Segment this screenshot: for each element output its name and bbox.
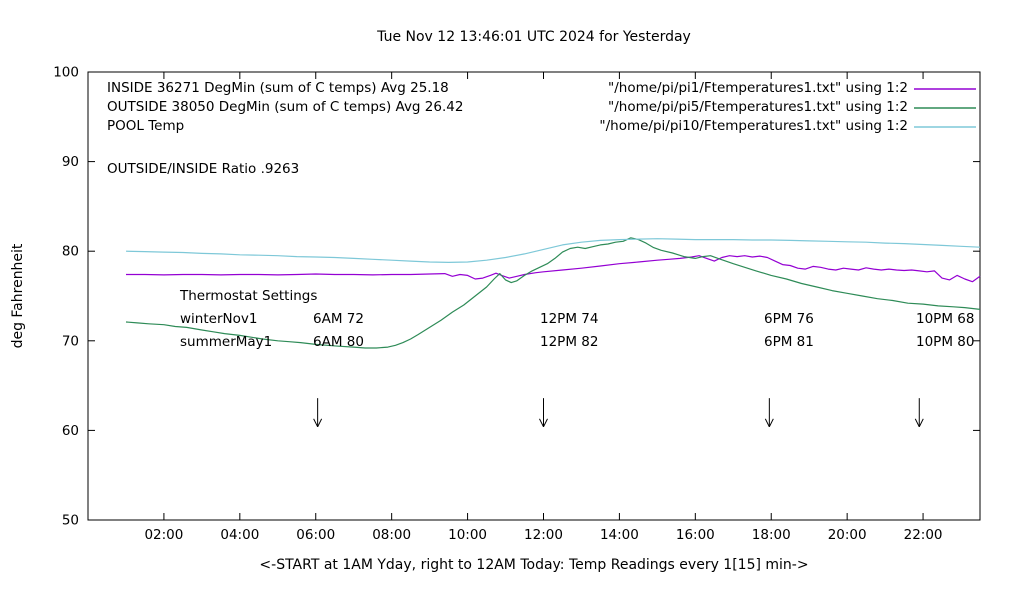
series-line-pool bbox=[125, 238, 981, 263]
y-tick-label: 50 bbox=[62, 513, 79, 529]
setpoint-arrow-head bbox=[317, 418, 323, 428]
y-tick-label: 100 bbox=[53, 65, 79, 81]
thermostat-summer-name: summerMay1 bbox=[180, 334, 273, 350]
x-tick-label: 16:00 bbox=[676, 527, 715, 543]
plot-border bbox=[87, 71, 981, 521]
series-line-inside bbox=[126, 255, 981, 283]
setpoint-arrow-head bbox=[918, 418, 924, 428]
x-tick-label: 20:00 bbox=[828, 527, 867, 543]
x-tick-label: 04:00 bbox=[220, 527, 259, 543]
x-tick-label: 22:00 bbox=[904, 527, 943, 543]
legend-row-outside: OUTSIDE 38050 DegMin (sum of C temps) Av… bbox=[0, 99, 1020, 117]
thermostat-summer-6pm: 6PM 81 bbox=[764, 334, 814, 350]
y-tick-label: 60 bbox=[62, 423, 79, 439]
legend-source-outside: "/home/pi/pi5/Ftemperatures1.txt" using … bbox=[608, 99, 908, 115]
thermostat-winter-12pm: 12PM 74 bbox=[540, 311, 599, 327]
thermostat-winter-10pm: 10PM 68 bbox=[916, 311, 975, 327]
thermostat-summer-12pm: 12PM 82 bbox=[540, 334, 599, 350]
x-tick-label: 18:00 bbox=[752, 527, 791, 543]
thermostat-summer-6am: 6AM 80 bbox=[313, 334, 364, 350]
thermostat-winter-6pm: 6PM 76 bbox=[764, 311, 814, 327]
x-tick-label: 02:00 bbox=[144, 527, 183, 543]
legend-label-outside: OUTSIDE 38050 DegMin (sum of C temps) Av… bbox=[107, 99, 464, 115]
thermostat-settings-title: Thermostat Settings bbox=[180, 288, 318, 304]
series-line-outside bbox=[125, 237, 981, 349]
ratio-note: OUTSIDE/INSIDE Ratio .9263 bbox=[107, 161, 300, 177]
x-tick-label: 12:00 bbox=[524, 527, 563, 543]
legend-row-inside: INSIDE 36271 DegMin (sum of C temps) Avg… bbox=[0, 80, 1020, 98]
legend-label-pool: POOL Temp bbox=[107, 118, 185, 134]
y-tick-label: 90 bbox=[62, 154, 79, 170]
y-tick-label: 70 bbox=[62, 333, 79, 349]
thermostat-summer-10pm: 10PM 80 bbox=[916, 334, 975, 350]
legend-row-pool: POOL Temp "/home/pi/pi10/Ftemperatures1.… bbox=[0, 118, 1020, 136]
setpoint-arrow-head bbox=[914, 418, 920, 428]
x-tick-label: 14:00 bbox=[600, 527, 639, 543]
legend-source-pool: "/home/pi/pi10/Ftemperatures1.txt" using… bbox=[599, 118, 908, 134]
x-tick-label: 08:00 bbox=[372, 527, 411, 543]
legend-label-inside: INSIDE 36271 DegMin (sum of C temps) Avg… bbox=[107, 80, 449, 96]
legend-source-inside: "/home/pi/pi1/Ftemperatures1.txt" using … bbox=[608, 80, 908, 96]
thermostat-winter-name: winterNov1 bbox=[180, 311, 258, 327]
x-axis-label: <-START at 1AM Yday, right to 12AM Today… bbox=[259, 557, 809, 573]
thermostat-winter-6am: 6AM 72 bbox=[313, 311, 364, 327]
setpoint-arrow-head bbox=[543, 418, 548, 428]
x-tick-label: 10:00 bbox=[448, 527, 487, 543]
setpoint-arrow-head bbox=[768, 418, 774, 428]
chart-title: Tue Nov 12 13:46:01 UTC 2024 for Yesterd… bbox=[377, 29, 691, 45]
x-tick-label: 06:00 bbox=[296, 527, 335, 543]
setpoint-arrow-head bbox=[539, 418, 544, 428]
setpoint-arrow-head bbox=[764, 418, 770, 428]
y-tick-label: 80 bbox=[62, 244, 79, 260]
setpoint-arrow-head bbox=[313, 418, 319, 428]
